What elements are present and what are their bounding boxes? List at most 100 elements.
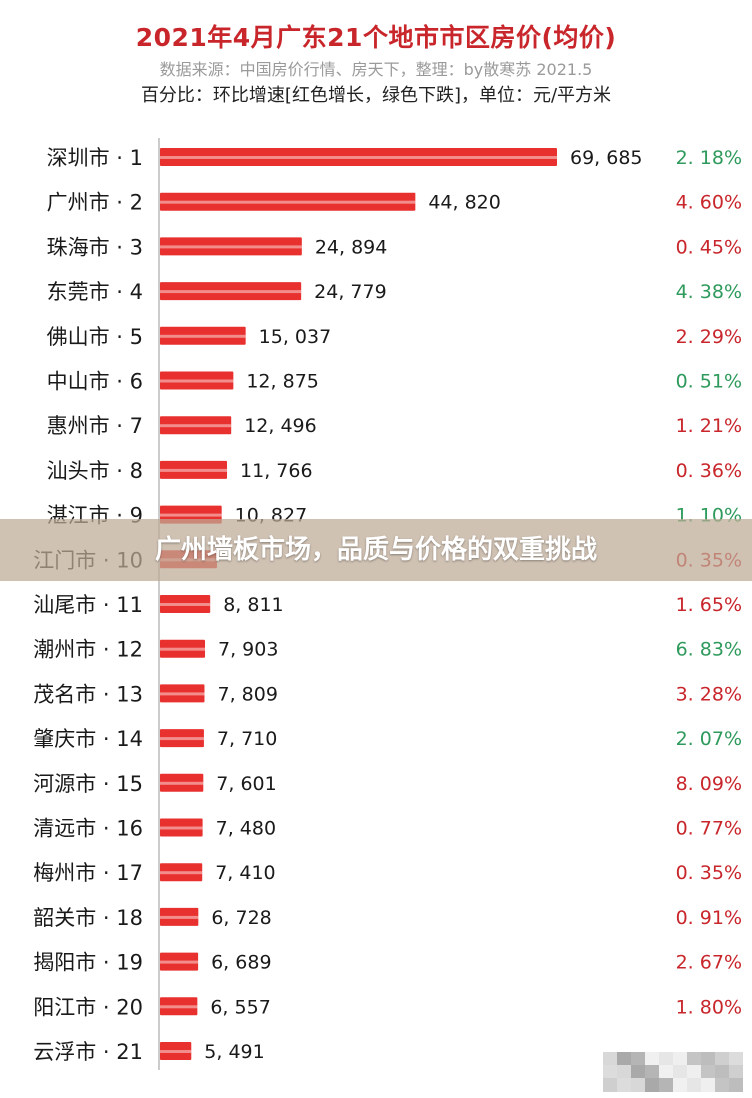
bar-highlight	[160, 692, 205, 696]
bar	[160, 729, 204, 748]
category-label: 惠州市 · 7	[47, 414, 143, 438]
change-label: 2. 18%	[676, 147, 742, 169]
bar	[160, 639, 206, 658]
bar	[160, 595, 211, 613]
bar-highlight	[160, 960, 199, 964]
mosaic-cell	[659, 1052, 673, 1066]
mosaic-cell	[645, 1052, 659, 1066]
bar-highlight	[160, 424, 232, 428]
change-label: 0. 51%	[676, 371, 742, 393]
mosaic-cell	[701, 1065, 715, 1079]
bar-highlight	[160, 334, 246, 338]
mosaic-cell	[673, 1065, 687, 1079]
value-label: 69, 685	[570, 147, 643, 169]
change-label: 3. 28%	[676, 683, 742, 705]
mosaic-cell	[631, 1065, 645, 1079]
category-label: 珠海市 · 3	[47, 235, 143, 259]
bar	[160, 907, 199, 926]
value-label: 11, 766	[240, 460, 313, 482]
bar	[160, 1042, 192, 1060]
bar-highlight	[160, 781, 204, 785]
mosaic-cell	[603, 1078, 617, 1092]
change-label: 1. 65%	[676, 594, 742, 616]
category-label: 汕尾市 · 11	[33, 593, 143, 617]
value-label: 7, 601	[216, 773, 276, 795]
mosaic-cell	[645, 1078, 659, 1092]
category-label: 广州市 · 2	[47, 191, 143, 215]
bar-highlight	[160, 1050, 192, 1053]
bar	[160, 237, 302, 256]
bar	[160, 282, 302, 301]
change-label: 0. 91%	[676, 907, 742, 929]
change-label: 8. 09%	[676, 773, 742, 795]
unit-note: 百分比：环比增速[红色增长，绿色下跌]，单位：元/平方米	[140, 85, 612, 106]
bar	[160, 997, 198, 1016]
category-label: 阳江市 · 20	[33, 995, 143, 1019]
bar	[160, 371, 234, 390]
bar-highlight	[160, 826, 203, 830]
change-label: 0. 35%	[676, 862, 742, 884]
value-label: 15, 037	[259, 326, 332, 348]
mosaic-cell	[715, 1078, 729, 1092]
change-label: 2. 67%	[676, 952, 742, 974]
value-label: 7, 710	[217, 728, 277, 750]
watermark-mosaic	[603, 1052, 743, 1092]
change-label: 6. 83%	[676, 639, 742, 661]
category-label: 韶关市 · 18	[33, 906, 143, 930]
value-label: 12, 875	[246, 371, 319, 393]
change-label: 0. 36%	[676, 460, 742, 482]
value-label: 12, 496	[244, 415, 317, 437]
value-label: 5, 491	[204, 1041, 264, 1063]
data-source-note: 数据来源：中国房价行情、房天下，整理：by散寒苏 2021.5	[159, 60, 593, 79]
category-label: 汕头市 · 8	[47, 459, 143, 483]
bar-highlight	[160, 200, 416, 204]
mosaic-cell	[687, 1052, 701, 1066]
mosaic-cell	[715, 1065, 729, 1079]
category-label: 梅州市 · 17	[33, 861, 143, 885]
change-label: 2. 07%	[676, 728, 742, 750]
change-label: 4. 38%	[676, 281, 742, 303]
bar-highlight	[160, 603, 211, 606]
bar-highlight	[160, 737, 204, 741]
bar	[160, 326, 246, 345]
value-label: 7, 809	[217, 683, 277, 705]
bar	[160, 684, 205, 703]
mosaic-cell	[617, 1052, 631, 1066]
category-label: 云浮市 · 21	[33, 1040, 143, 1064]
value-label: 8, 811	[223, 594, 283, 616]
mosaic-cell	[701, 1078, 715, 1092]
mosaic-cell	[617, 1078, 631, 1092]
chart-title: 2021年4月广东21个地市市区房价(均价)	[135, 23, 617, 52]
change-label: 4. 60%	[676, 192, 742, 214]
mosaic-cell	[729, 1078, 743, 1092]
category-label: 揭阳市 · 19	[33, 951, 143, 975]
change-label: 0. 45%	[676, 236, 742, 258]
category-label: 肇庆市 · 14	[33, 727, 143, 751]
mosaic-cell	[673, 1052, 687, 1066]
value-label: 44, 820	[428, 192, 501, 214]
bar	[160, 773, 204, 792]
bar-highlight	[160, 513, 222, 517]
mosaic-cell	[701, 1052, 715, 1066]
value-label: 7, 410	[215, 862, 275, 884]
change-label: 1. 21%	[676, 415, 742, 437]
value-label: 7, 480	[216, 818, 276, 840]
mosaic-cell	[631, 1052, 645, 1066]
bar-highlight	[160, 915, 199, 919]
mosaic-cell	[687, 1078, 701, 1092]
bar	[160, 148, 557, 166]
mosaic-cell	[603, 1065, 617, 1079]
mosaic-cell	[673, 1078, 687, 1092]
mosaic-cell	[715, 1052, 729, 1066]
value-label: 24, 894	[315, 236, 388, 258]
bar-highlight	[160, 647, 206, 651]
bar	[160, 416, 232, 435]
change-label: 1. 80%	[676, 996, 742, 1018]
category-label: 河源市 · 15	[33, 772, 143, 796]
change-label: 2. 29%	[676, 326, 742, 348]
mosaic-cell	[645, 1065, 659, 1079]
bar-highlight	[160, 871, 203, 875]
bar	[160, 863, 203, 882]
mosaic-cell	[729, 1052, 743, 1066]
category-label: 中山市 · 6	[47, 370, 143, 394]
